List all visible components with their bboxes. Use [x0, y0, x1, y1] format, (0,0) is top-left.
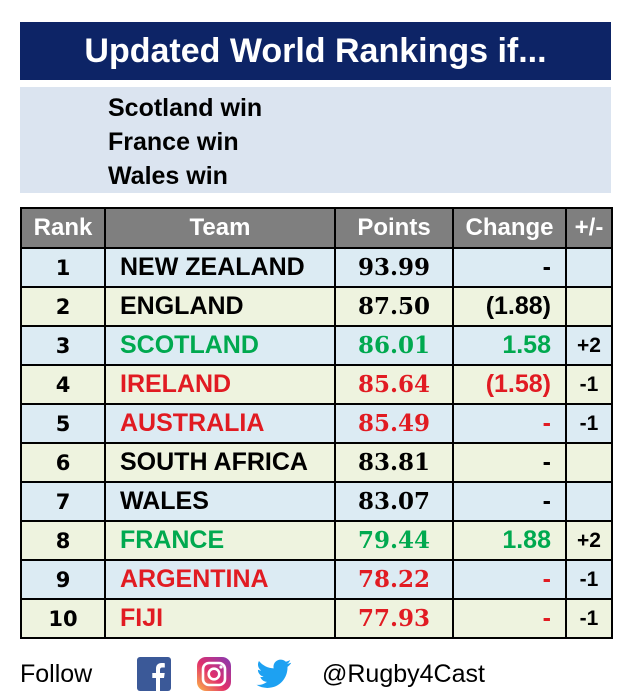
- movement-cell: -1: [565, 403, 613, 444]
- condition-item: Wales win: [108, 162, 228, 190]
- twitter-handle[interactable]: @Rugby4Cast: [322, 659, 485, 688]
- table-row: 8 FRANCE 79.44 1.88 +2: [20, 520, 613, 561]
- change-cell: (1.88): [452, 286, 567, 327]
- page-title: Updated World Rankings if...: [20, 22, 611, 80]
- team-cell: ENGLAND: [104, 286, 336, 327]
- rank-cell: 1: [20, 247, 106, 288]
- table-header-row: Rank Team Points Change +/-: [20, 207, 613, 249]
- movement-cell: -1: [565, 598, 613, 639]
- movement-cell: [565, 286, 613, 327]
- movement-cell: -1: [565, 559, 613, 600]
- rankings-table: Rank Team Points Change +/- 1 NEW ZEALAND…: [20, 207, 613, 639]
- points-cell: 87.50: [334, 286, 454, 327]
- table-row: 7 WALES 83.07-: [20, 481, 613, 522]
- table-row: 10 FIJI 77.93- -1: [20, 598, 613, 639]
- instagram-icon[interactable]: [196, 656, 232, 692]
- points-cell: 86.01: [334, 325, 454, 366]
- table-row: 5 AUSTRALIA 85.49- -1: [20, 403, 613, 444]
- team-cell: WALES: [104, 481, 336, 522]
- header-change: Change: [452, 207, 567, 249]
- movement-cell: [565, 442, 613, 483]
- condition-item: Scotland win: [108, 94, 263, 122]
- rank-cell: 6: [20, 442, 106, 483]
- movement-cell: [565, 481, 613, 522]
- movement-cell: -1: [565, 364, 613, 405]
- rank-cell: 10: [20, 598, 106, 639]
- table-row: 6 SOUTH AFRICA 83.81-: [20, 442, 613, 483]
- condition-item: France win: [108, 128, 239, 156]
- team-cell: SOUTH AFRICA: [104, 442, 336, 483]
- header-movement: +/-: [565, 207, 613, 249]
- table-row: 2 ENGLAND 87.50 (1.88): [20, 286, 613, 327]
- change-cell: -: [452, 442, 567, 483]
- points-cell: 85.49: [334, 403, 454, 444]
- team-cell: AUSTRALIA: [104, 403, 336, 444]
- points-cell: 93.99: [334, 247, 454, 288]
- change-cell: 1.88: [452, 520, 567, 561]
- points-cell: 85.64: [334, 364, 454, 405]
- follow-label: Follow: [20, 659, 93, 688]
- team-cell: FRANCE: [104, 520, 336, 561]
- movement-cell: +2: [565, 325, 613, 366]
- table-row: 4 IRELAND 85.64 (1.58) -1: [20, 364, 613, 405]
- team-cell: ARGENTINA: [104, 559, 336, 600]
- team-cell: IRELAND: [104, 364, 336, 405]
- points-cell: 77.93: [334, 598, 454, 639]
- table-row: 3 SCOTLAND 86.01 1.58 +2: [20, 325, 613, 366]
- scenario-conditions: Scotland win France win Wales win: [20, 87, 611, 193]
- twitter-icon[interactable]: [256, 656, 292, 692]
- points-cell: 83.81: [334, 442, 454, 483]
- header-team: Team: [104, 207, 336, 249]
- social-footer: Follow @Rugby4Cast: [20, 652, 620, 696]
- facebook-icon[interactable]: [136, 656, 172, 692]
- rank-cell: 9: [20, 559, 106, 600]
- rank-cell: 4: [20, 364, 106, 405]
- rank-cell: 5: [20, 403, 106, 444]
- table-row: 1 NEW ZEALAND 93.99-: [20, 247, 613, 288]
- rank-cell: 2: [20, 286, 106, 327]
- movement-cell: [565, 247, 613, 288]
- rank-cell: 3: [20, 325, 106, 366]
- team-cell: FIJI: [104, 598, 336, 639]
- table-row: 9 ARGENTINA 78.22- -1: [20, 559, 613, 600]
- change-cell: -: [452, 481, 567, 522]
- rank-cell: 8: [20, 520, 106, 561]
- change-cell: 1.58: [452, 325, 567, 366]
- points-cell: 79.44: [334, 520, 454, 561]
- header-rank: Rank: [20, 207, 106, 249]
- change-cell: -: [452, 403, 567, 444]
- change-cell: -: [452, 598, 567, 639]
- points-cell: 78.22: [334, 559, 454, 600]
- rank-cell: 7: [20, 481, 106, 522]
- header-points: Points: [334, 207, 454, 249]
- team-cell: NEW ZEALAND: [104, 247, 336, 288]
- change-cell: (1.58): [452, 364, 567, 405]
- change-cell: -: [452, 247, 567, 288]
- points-cell: 83.07: [334, 481, 454, 522]
- team-cell: SCOTLAND: [104, 325, 336, 366]
- movement-cell: +2: [565, 520, 613, 561]
- change-cell: -: [452, 559, 567, 600]
